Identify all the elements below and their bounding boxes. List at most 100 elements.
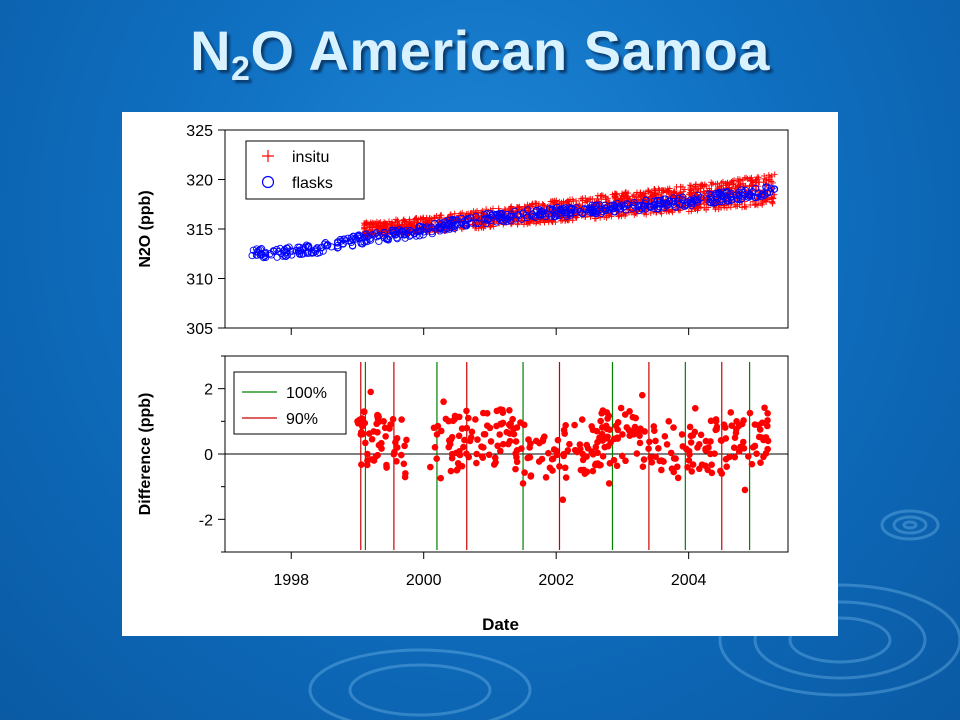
difference-point: [559, 496, 567, 504]
difference-point: [764, 417, 771, 424]
difference-point: [445, 443, 453, 451]
difference-point: [382, 433, 389, 440]
flask-point: [480, 210, 488, 219]
difference-point: [633, 450, 641, 457]
insitu-point: [649, 193, 656, 200]
difference-point: [760, 453, 767, 461]
flask-point: [676, 200, 684, 208]
flask-point: [706, 195, 715, 204]
insitu-point: [419, 216, 426, 223]
difference-point: [460, 443, 467, 451]
difference-point: [454, 460, 462, 467]
flask-point: [707, 199, 715, 207]
flask-point: [286, 247, 295, 255]
difference-point: [365, 430, 373, 437]
difference-point: [374, 429, 381, 436]
insitu-point: [620, 211, 627, 218]
insitu-point: [731, 201, 738, 208]
difference-point: [686, 451, 693, 458]
difference-point: [401, 442, 408, 450]
flask-point: [511, 215, 520, 223]
flask-point: [334, 243, 342, 252]
difference-point: [521, 469, 528, 476]
flask-point: [467, 214, 475, 222]
difference-point: [440, 398, 447, 406]
difference-point: [497, 421, 505, 428]
insitu-point: [361, 224, 368, 231]
flask-point: [311, 247, 320, 256]
flask-point: [678, 193, 687, 201]
difference-point: [532, 437, 540, 445]
insitu-point: [597, 193, 604, 200]
difference-point: [670, 455, 678, 462]
bottom-ylabel: Difference (ppb): [137, 393, 154, 516]
difference-point: [571, 421, 578, 429]
difference-point: [702, 462, 709, 470]
difference-point: [582, 469, 589, 477]
difference-point: [447, 467, 455, 475]
difference-point: [487, 438, 495, 445]
insitu-point: [611, 190, 618, 197]
flask-point: [758, 192, 766, 201]
difference-point: [524, 454, 531, 462]
difference-point: [381, 424, 389, 432]
insitu-point: [502, 207, 509, 214]
difference-point: [658, 466, 665, 474]
title-n: N: [190, 19, 232, 82]
insitu-point: [735, 179, 742, 186]
difference-point: [356, 418, 364, 426]
difference-point: [673, 463, 681, 471]
difference-point: [652, 453, 659, 460]
flask-point: [347, 234, 356, 242]
difference-point: [361, 408, 368, 416]
flask-point: [495, 212, 503, 220]
difference-point: [670, 424, 677, 431]
difference-point: [739, 438, 747, 446]
difference-point: [730, 444, 738, 452]
difference-point: [479, 454, 487, 461]
flask-point: [472, 219, 480, 228]
flask-point: [592, 206, 601, 214]
difference-point: [437, 474, 444, 482]
difference-point: [527, 440, 534, 447]
insitu-point: [487, 223, 494, 230]
bottom-legend: 100% 90%: [233, 371, 347, 435]
difference-point: [758, 419, 766, 427]
difference-point: [717, 467, 724, 475]
insitu-point: [757, 200, 764, 207]
flask-point: [686, 196, 694, 204]
insitu-point: [770, 195, 777, 202]
insitu-point: [700, 183, 707, 190]
difference-point: [553, 451, 561, 459]
insitu-point: [612, 190, 619, 197]
difference-point: [707, 417, 715, 425]
difference-point: [636, 439, 644, 447]
flask-point: [752, 184, 760, 192]
difference-point: [535, 458, 543, 465]
flasks-series: [248, 183, 779, 262]
flask-point: [737, 195, 745, 204]
difference-point: [451, 412, 459, 420]
difference-point: [607, 439, 614, 446]
difference-point: [380, 418, 387, 425]
difference-point: [542, 474, 550, 481]
insitu-point: [532, 220, 539, 227]
difference-point: [584, 445, 592, 452]
insitu-point: [739, 176, 746, 183]
insitu-point: [400, 216, 407, 223]
top-ytick-label: 325: [186, 123, 213, 140]
flask-point: [630, 198, 638, 207]
title-rest: O American Samoa: [250, 19, 770, 82]
difference-point: [622, 457, 629, 465]
difference-point: [599, 407, 607, 414]
difference-point: [601, 443, 609, 451]
insitu-point: [651, 187, 658, 194]
flask-point: [324, 241, 332, 249]
flask-point: [716, 197, 724, 206]
flask-point: [580, 205, 588, 213]
difference-point: [718, 437, 725, 444]
difference-point: [639, 463, 647, 470]
insitu-point: [436, 214, 443, 221]
difference-point: [665, 418, 673, 425]
insitu-point: [377, 223, 384, 230]
